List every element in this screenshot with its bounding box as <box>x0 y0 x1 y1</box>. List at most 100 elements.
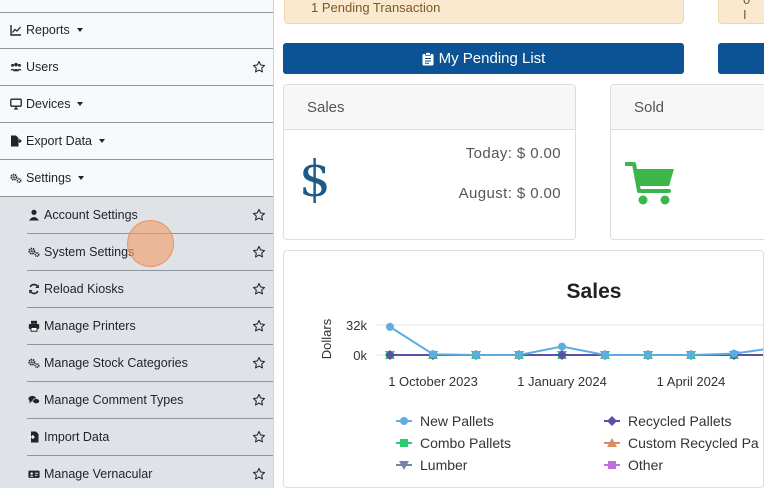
legend-entry[interactable]: Recycled Pallets <box>628 413 732 429</box>
star-icon[interactable] <box>252 60 266 74</box>
star-icon[interactable] <box>252 208 266 222</box>
sidebar-item-label: Reports <box>26 23 70 37</box>
legend-marker <box>400 439 408 447</box>
sidebar-item-export-data[interactable]: Export Data <box>0 123 273 160</box>
sold-card-header: Sold <box>611 85 764 130</box>
secondary-blue-button[interactable] <box>718 43 764 74</box>
month-value: $ 0.00 <box>516 185 561 202</box>
sales-chart-card: Sales Dollars 32k 0k 1 October 2023 1 Janua… <box>283 250 764 488</box>
sold-card-title: Sold <box>634 98 665 116</box>
pending-transaction-text: 1 Pending Transaction <box>311 0 441 15</box>
data-point <box>472 351 480 359</box>
click-indicator <box>127 220 174 267</box>
my-pending-list-label: My Pending List <box>438 50 546 67</box>
shopping-cart-icon <box>625 162 674 205</box>
user-icon <box>27 208 41 222</box>
users-icon <box>9 60 23 74</box>
star-icon[interactable] <box>252 430 266 444</box>
sales-card-title: Sales <box>307 98 345 116</box>
legend-entry[interactable]: Lumber <box>420 457 468 473</box>
star-icon[interactable] <box>252 319 266 333</box>
chart-line-icon <box>9 23 23 37</box>
sold-card: Sold <box>610 84 764 240</box>
sidebar-item-reports[interactable]: Reports <box>0 12 273 49</box>
sales-card: Sales $ Today: $ 0.00 August: $ 0.00 <box>283 84 576 240</box>
dollar-icon: $ <box>299 150 331 208</box>
data-point <box>730 349 738 358</box>
cogs-icon <box>9 171 23 185</box>
data-point <box>558 342 566 351</box>
legend-marker <box>607 438 617 447</box>
sidebar: Reports Users Devices Export Data Settin… <box>0 0 274 488</box>
sidebar-item-manage-printers[interactable]: Manage Printers <box>27 308 273 345</box>
cogs-icon <box>27 356 41 370</box>
star-icon[interactable] <box>252 245 266 259</box>
sidebar-item-label: Settings <box>26 171 72 185</box>
desktop-icon <box>9 97 23 111</box>
data-point <box>687 351 695 359</box>
sales-chart: Sales Dollars 32k 0k 1 October 2023 1 Janua… <box>319 280 763 473</box>
secondary-alert[interactable]: 0 I <box>718 0 764 24</box>
sidebar-item-label: Manage Printers <box>44 319 136 333</box>
today-label: Today: <box>465 145 513 162</box>
sales-card-header: Sales <box>284 85 575 130</box>
sidebar-item-label: Manage Stock Categories <box>44 356 188 370</box>
data-point <box>557 350 567 360</box>
y-axis-label: Dollars <box>319 318 334 359</box>
star-icon[interactable] <box>252 356 266 370</box>
sidebar-item-label: Manage Vernacular <box>44 467 153 481</box>
star-icon[interactable] <box>252 282 266 296</box>
star-icon[interactable] <box>252 467 266 481</box>
id-card-icon <box>27 467 41 481</box>
legend-marker <box>607 416 617 426</box>
today-sales: Today: $ 0.00 <box>466 145 561 162</box>
comments-icon <box>27 393 41 407</box>
series-line <box>389 326 763 356</box>
month-sales: August: $ 0.00 <box>459 185 561 202</box>
printer-icon <box>27 319 41 333</box>
today-value: $ 0.00 <box>516 145 561 162</box>
sidebar-item-label: Export Data <box>26 134 93 148</box>
x-tick-label: 1 April 2024 <box>657 374 726 389</box>
x-tick-label: 1 January 2024 <box>517 374 607 389</box>
caret-down-icon <box>99 139 106 143</box>
data-point <box>386 322 394 331</box>
legend-entry[interactable]: New Pallets <box>420 413 494 429</box>
x-tick-label: 1 October 2023 <box>388 374 478 389</box>
sidebar-item-manage-stock-categories[interactable]: Manage Stock Categories <box>27 345 273 382</box>
caret-down-icon <box>78 176 85 180</box>
secondary-alert-text: 0 I <box>743 0 750 22</box>
data-point <box>644 351 652 359</box>
legend-entry[interactable]: Combo Pallets <box>420 435 511 451</box>
caret-down-icon <box>77 102 84 106</box>
caret-down-icon <box>76 28 83 32</box>
sidebar-item-manage-vernacular[interactable]: Manage Vernacular <box>27 456 273 488</box>
sidebar-item-label: Reload Kiosks <box>44 282 124 296</box>
sidebar-item-devices[interactable]: Devices <box>0 86 273 123</box>
sidebar-item-import-data[interactable]: Import Data <box>27 419 273 456</box>
sidebar-item-label: Devices <box>26 97 71 111</box>
sidebar-item-users[interactable]: Users <box>0 49 273 86</box>
star-icon[interactable] <box>252 393 266 407</box>
sync-icon <box>27 282 41 296</box>
my-pending-list-button[interactable]: My Pending List <box>283 43 684 74</box>
sidebar-item-label: Users <box>26 60 59 74</box>
sidebar-item-label: Manage Comment Types <box>44 393 184 407</box>
sidebar-item-settings[interactable]: Settings <box>0 160 273 197</box>
legend-entry[interactable]: Custom Recycled Pa <box>628 435 759 451</box>
month-label: August: <box>458 185 513 202</box>
data-point <box>429 350 437 359</box>
legend-marker <box>608 461 616 469</box>
sidebar-item-reload-kiosks[interactable]: Reload Kiosks <box>27 271 273 308</box>
sidebar-item-label: System Settings <box>44 245 135 259</box>
data-point <box>385 350 395 360</box>
sidebar-item-label: Import Data <box>44 430 110 444</box>
legend-entry[interactable]: Other <box>628 457 663 473</box>
y-tick-label: 0k <box>353 348 367 363</box>
sidebar-divider <box>0 12 273 13</box>
cogs-icon <box>27 245 41 259</box>
pending-transaction-alert[interactable]: 1 Pending Transaction <box>284 0 684 24</box>
sidebar-item-manage-comment-types[interactable]: Manage Comment Types <box>27 382 273 419</box>
legend-marker <box>400 417 408 425</box>
legend-marker <box>399 461 409 470</box>
